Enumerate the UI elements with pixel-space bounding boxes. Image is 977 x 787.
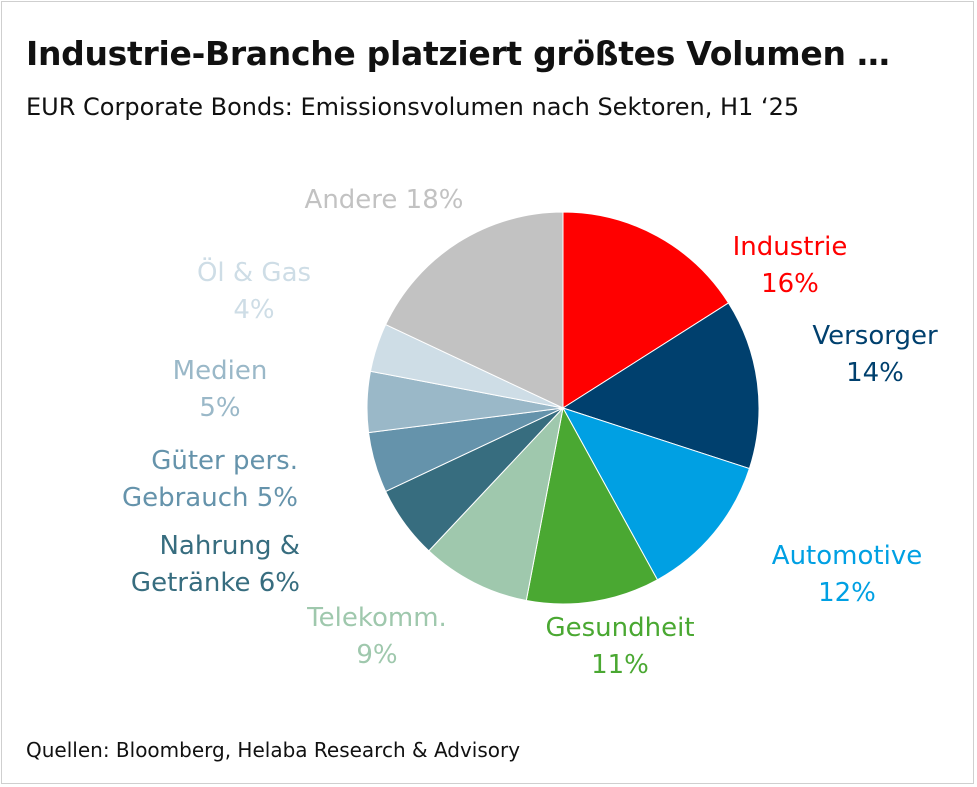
slice-label-6: Nahrung & Getränke 6% [131,531,300,598]
slice-label-3: Automotive 12% [772,541,922,608]
chart-subtitle: EUR Corporate Bonds: Emissionsvolumen na… [26,93,800,121]
slice-label-1: Industrie 16% [733,232,848,299]
pie-slice-10 [384,211,564,409]
pie-slice-3 [561,407,751,581]
pie-slice-4 [525,406,659,605]
slice-label-10: Andere 18% [305,185,464,215]
chart-title: Industrie-Branche platziert größtes Volu… [26,34,890,73]
slice-label-2: Versorger 14% [812,321,938,388]
slice-label-9: Öl & Gas 4% [197,256,311,325]
slice-label-4: Gesundheit 11% [545,613,694,680]
slice-label-8: Medien 5% [173,356,268,423]
slice-label-7: Güter pers. Gebrauch 5% [122,446,298,513]
pie-slice-1 [562,211,730,409]
slice-label-5: Telekomm. 9% [306,603,447,670]
pie-slice-5 [428,406,564,602]
source-note: Quellen: Bloomberg, Helaba Research & Ad… [26,738,521,762]
pie-slice-2 [561,302,760,470]
